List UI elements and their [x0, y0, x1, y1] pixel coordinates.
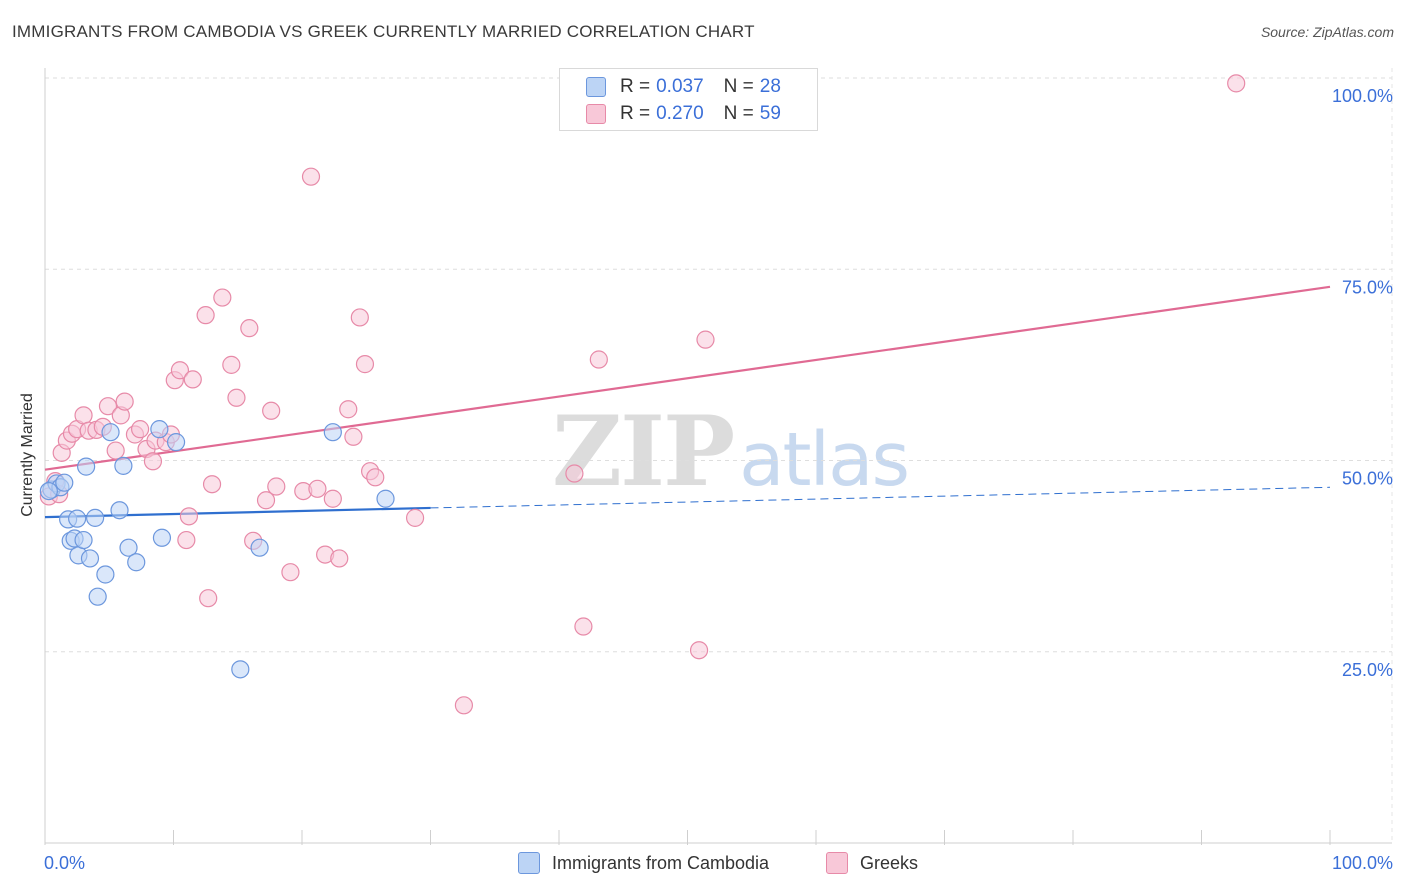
cambodia-point — [68, 509, 87, 528]
greek-point — [143, 452, 163, 471]
greek-point — [301, 167, 321, 186]
legend-r-value: 0.270 — [656, 103, 704, 124]
greek-point — [589, 350, 608, 369]
greek-point — [262, 401, 281, 420]
cambodia-point — [101, 423, 120, 442]
cambodia-point — [231, 660, 250, 679]
greek-point — [179, 507, 199, 526]
cambodia-point — [150, 420, 169, 439]
trend-line-cambodia — [44, 506, 431, 519]
greek-point — [308, 479, 327, 498]
greek-point — [689, 641, 709, 660]
greek-point — [98, 397, 118, 416]
cambodia-point — [74, 530, 93, 550]
cambodia-point — [39, 482, 58, 501]
source-label: Source: ZipAtlas.com — [1260, 24, 1394, 40]
greek-point — [405, 508, 425, 527]
cambodia-point — [250, 538, 269, 557]
y-tick-label: 50.0% — [1342, 469, 1393, 489]
cambodia-point — [77, 457, 96, 476]
trend-line-cambodia-extension — [430, 486, 1331, 509]
bottom-legend-swatch-greeks — [826, 852, 848, 874]
legend-n-value: 28 — [759, 76, 781, 97]
greek-point — [350, 308, 369, 327]
cambodia-point — [119, 538, 138, 557]
cambodia-point — [127, 553, 146, 572]
tick-labels: 25.0% 50.0% 75.0% 100.0% 0.0% 100.0% — [44, 86, 1393, 873]
y-tick-label: 100.0% — [1332, 86, 1393, 106]
chart-title: IMMIGRANTS FROM CAMBODIA VS GREEK CURREN… — [12, 22, 755, 41]
greek-point — [213, 288, 232, 307]
cambodia-point — [114, 456, 133, 475]
greek-point — [565, 464, 584, 483]
bottom-legend-greeks: Greeks — [826, 852, 918, 874]
data-points — [39, 74, 1246, 715]
greek-point — [240, 319, 259, 338]
greek-point — [339, 400, 358, 419]
cambodia-point — [166, 433, 186, 452]
greek-point — [177, 530, 196, 550]
axes — [44, 68, 1392, 845]
greek-point — [323, 489, 342, 508]
greek-point — [696, 330, 715, 349]
x-tick-label: 100.0% — [1332, 853, 1393, 873]
greek-point — [454, 696, 474, 715]
watermark-zip: ZIP — [552, 395, 735, 508]
greek-point — [281, 563, 300, 582]
greek-point — [256, 491, 276, 510]
greek-point — [330, 549, 349, 568]
bottom-legend-label-cambodia: Immigrants from Cambodia — [552, 852, 770, 873]
x-tick-label: 0.0% — [44, 853, 85, 873]
gridlines — [45, 68, 1393, 843]
cambodia-point — [152, 528, 172, 547]
trend-lines — [44, 285, 1331, 519]
greek-point — [196, 306, 215, 325]
cambodia-point — [86, 508, 105, 527]
cambodia-point — [110, 501, 129, 520]
greek-point — [227, 388, 246, 407]
greek-point — [130, 420, 150, 439]
greek-point — [115, 392, 134, 411]
legend-n-value: 59 — [759, 103, 781, 124]
y-tick-label: 25.0% — [1342, 660, 1393, 680]
legend-r-value: 0.037 — [656, 76, 704, 97]
cambodia-point — [80, 549, 100, 568]
legend-swatch-cambodia — [586, 77, 606, 97]
greek-point — [574, 617, 593, 636]
legend-r-label: R = — [620, 103, 651, 124]
greek-point — [355, 355, 375, 374]
greek-point — [267, 477, 286, 496]
bottom-legend-cambodia: Immigrants from Cambodia — [518, 852, 769, 874]
legend: R = 0.037 N = 28 R = 0.270 N = 59 — [559, 68, 818, 131]
cambodia-point — [323, 423, 342, 442]
legend-r-label: R = — [620, 76, 651, 97]
legend-n-label: N = — [723, 76, 754, 97]
greek-point — [344, 427, 363, 446]
greek-point — [170, 361, 190, 380]
legend-swatch-greeks — [586, 104, 606, 124]
bottom-legend-swatch-cambodia — [518, 852, 540, 874]
greek-point — [183, 370, 202, 389]
cambodia-point — [88, 587, 107, 606]
greek-point — [202, 475, 222, 494]
cambodia-point — [96, 565, 115, 584]
greek-point — [199, 589, 218, 608]
y-tick-label: 75.0% — [1342, 277, 1393, 297]
greek-point — [366, 468, 385, 487]
greek-point — [1227, 74, 1246, 93]
greek-point — [222, 355, 241, 374]
legend-n-label: N = — [723, 103, 754, 124]
bottom-legend-label-greeks: Greeks — [860, 852, 919, 873]
legend-row-cambodia: R = 0.037 N = 28 — [586, 74, 781, 100]
greek-point — [106, 441, 125, 460]
greek-point — [74, 406, 93, 425]
cambodia-point — [376, 489, 395, 508]
trend-line-greeks — [44, 285, 1331, 471]
cambodia-point — [55, 473, 74, 492]
legend-row-greeks: R = 0.270 N = 59 — [586, 101, 781, 127]
watermark: ZIPatlas — [552, 395, 910, 508]
